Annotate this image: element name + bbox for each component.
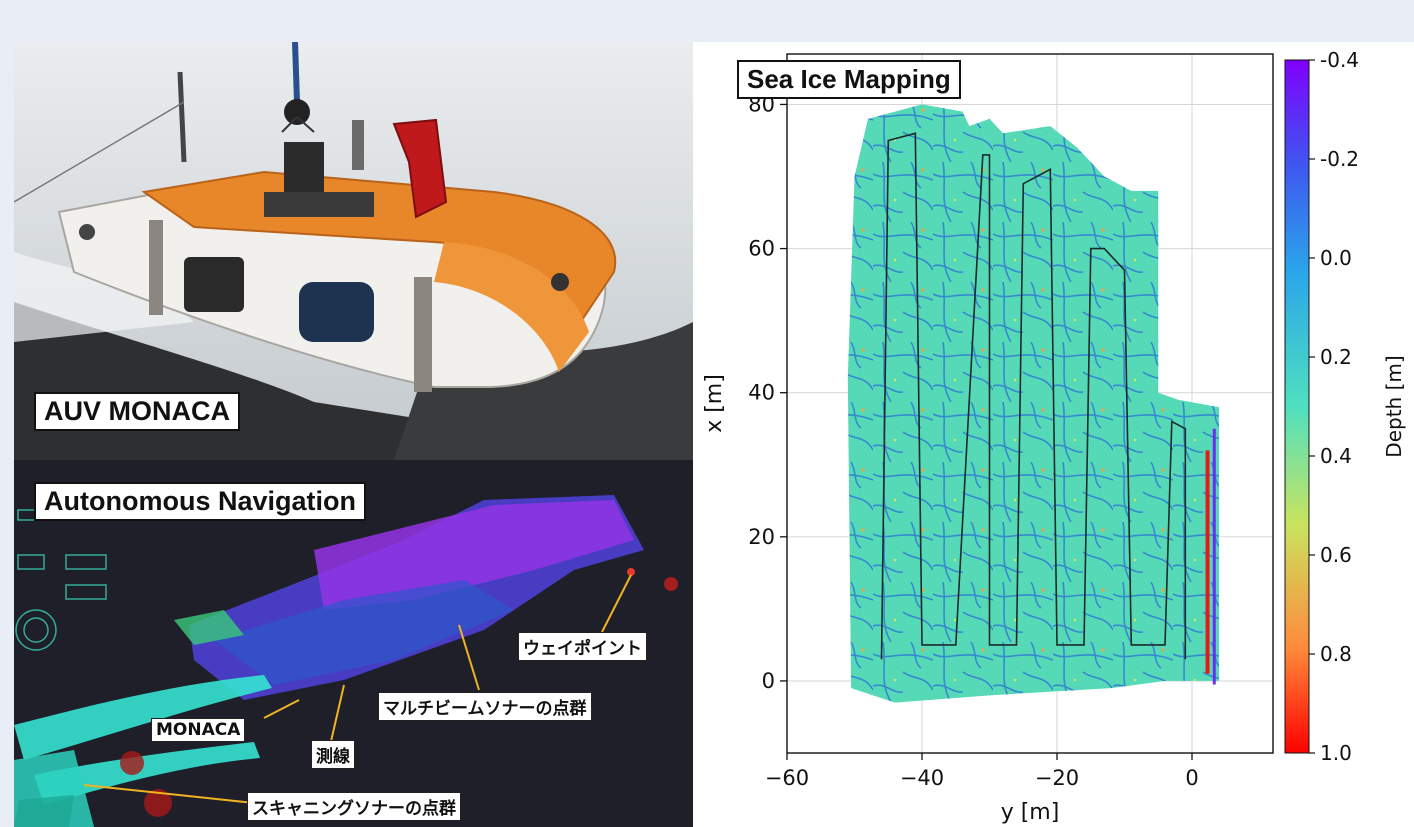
x-tick-label: −40 bbox=[900, 766, 944, 790]
heatmap-texture bbox=[847, 104, 1219, 703]
axes-frame bbox=[786, 53, 1274, 754]
multibeam-annotation: マルチビームソナーの点群 bbox=[378, 692, 592, 721]
waypoint-annotation: ウェイポイント bbox=[518, 632, 647, 661]
navigation-title-label: Autonomous Navigation bbox=[34, 482, 366, 521]
auv-track bbox=[880, 132, 1187, 660]
colorbar-tick-label: 1.0 bbox=[1320, 741, 1352, 765]
photo-title-label: AUV MONACA bbox=[34, 392, 240, 431]
colorbar-tick-label: 0.2 bbox=[1320, 345, 1352, 369]
colorbar-tick-label: 0.0 bbox=[1320, 246, 1352, 270]
colorbar-tick-label: -0.4 bbox=[1320, 48, 1359, 72]
colorbar-tick-label: 0.8 bbox=[1320, 642, 1352, 666]
depth-heatmap bbox=[847, 104, 1219, 703]
colorbar-label: Depth [m] bbox=[1382, 355, 1406, 457]
chart-title: Sea Ice Mapping bbox=[737, 60, 961, 99]
y-axis-label: x [m] bbox=[702, 374, 727, 433]
y-tick-label: 40 bbox=[748, 381, 775, 405]
x-tick-label: −20 bbox=[1035, 766, 1079, 790]
navigation-panel: Autonomous Navigation ウェイポイント マルチビームソナーの… bbox=[14, 460, 693, 827]
x-axis-ticks: −60 −40 −20 0 bbox=[765, 753, 1199, 790]
x-axis-label: y [m] bbox=[1001, 800, 1060, 825]
monaca-annotation: MONACA bbox=[151, 718, 246, 742]
colorbar-tick-label: 0.4 bbox=[1320, 444, 1352, 468]
scanning-sonar-annotation: スキャニングソナーの点群 bbox=[247, 792, 461, 821]
colorbar bbox=[1284, 59, 1310, 754]
survey-line-annotation: 測線 bbox=[311, 740, 355, 769]
y-tick-label: 60 bbox=[748, 237, 775, 261]
auv-illustration bbox=[14, 42, 693, 460]
colorbar-tick-label: 0.6 bbox=[1320, 543, 1352, 567]
y-tick-label: 0 bbox=[762, 669, 775, 693]
y-tick-label: 20 bbox=[748, 525, 775, 549]
colorbar-tick-label: -0.2 bbox=[1320, 147, 1359, 171]
colorbar-ticks: -0.4 -0.2 0.0 0.2 0.4 0.6 0.8 1.0 bbox=[1309, 48, 1359, 765]
sea-ice-map-panel: −60 −40 −20 0 0 20 40 60 80 y [m] x [m] -0.4 -0.… bbox=[693, 42, 1414, 827]
x-tick-label: 0 bbox=[1185, 766, 1198, 790]
auv-photo: AUV MONACA bbox=[14, 42, 693, 460]
x-tick-label: −60 bbox=[765, 766, 809, 790]
track-line bbox=[880, 132, 1187, 660]
